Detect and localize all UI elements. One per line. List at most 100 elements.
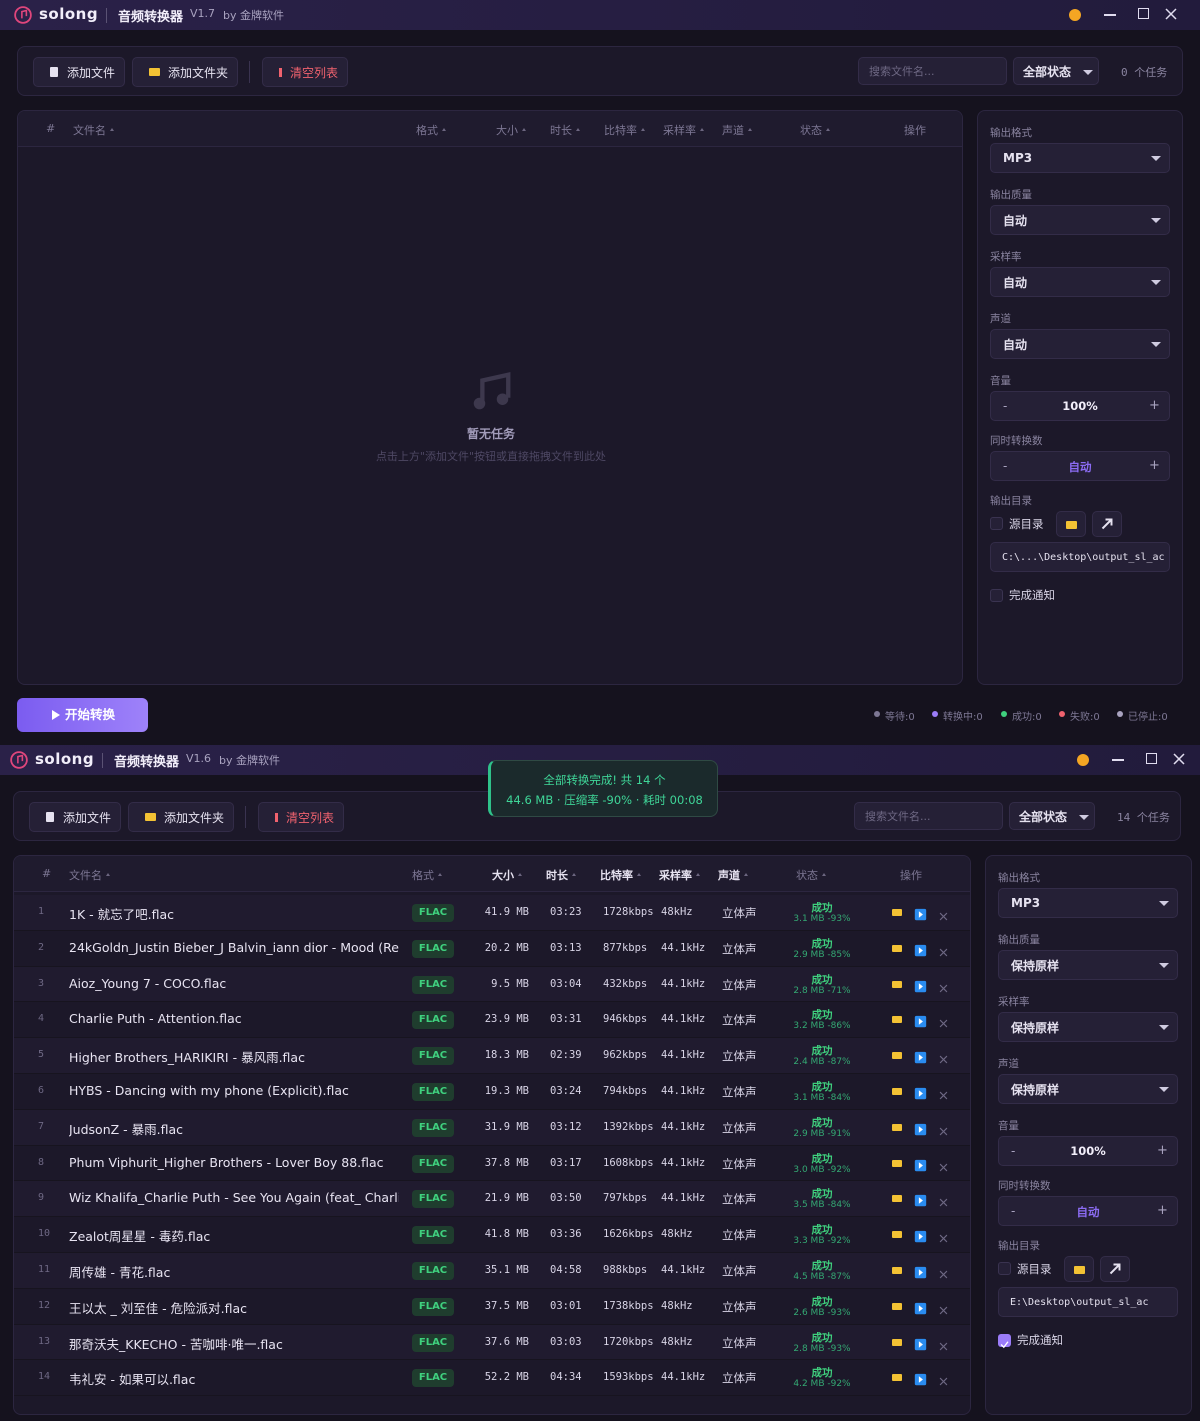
column-header[interactable]: 时长 [550,122,580,138]
open-folder-button[interactable] [892,1159,902,1167]
column-header[interactable]: 时长 [546,867,576,883]
setting-select[interactable]: 保持原样 [998,1012,1178,1042]
maximize-button[interactable] [1138,8,1149,19]
notify-checkbox[interactable] [990,589,1003,602]
table-row: 13 那奇沃夫_KKECHO - 苦咖啡·唯一.flac FLAC 37.6 MB 03… [14,1324,970,1361]
open-folder-button[interactable] [892,944,902,952]
add-file-button[interactable]: 添加文件 [29,802,121,832]
theme-toggle[interactable] [1077,754,1089,766]
column-header[interactable]: 格式 [416,122,446,138]
table-row: 14 韦礼安 - 如果可以.flac FLAC 52.2 MB 04:34 1593kbp… [14,1360,970,1397]
bitrate: 1626kbps [603,1228,654,1241]
open-folder-button[interactable] [892,1195,902,1203]
add-file-button[interactable]: 添加文件 [33,57,125,87]
plus-button[interactable]: + [1149,458,1160,473]
status-filter[interactable]: 全部状态 [1013,57,1099,85]
row-index: 6 [38,1085,45,1096]
open-folder-button[interactable] [892,1338,902,1346]
setting-select[interactable]: MP3 [998,888,1178,918]
minimize-button[interactable] [1104,14,1116,16]
search-input[interactable]: 搜索文件名... [858,57,1007,85]
clear-list-button[interactable]: 清空列表 [258,802,344,832]
clear-list-button[interactable]: 清空列表 [262,57,348,87]
source-dir-checkbox[interactable] [998,1262,1011,1275]
plus-button[interactable]: + [1157,1203,1168,1218]
open-folder-button[interactable] [892,1267,902,1274]
format-badge: FLAC [412,975,454,994]
status-text: 成功 [811,902,833,914]
status-count: 已停止:0 [1128,712,1168,723]
open-folder-button[interactable] [892,980,902,988]
column-header[interactable]: 状态 [800,122,830,138]
column-header[interactable]: 采样率 [663,122,704,138]
column-header[interactable]: 声道 [718,867,748,883]
add-folder-button[interactable]: 添加文件夹 [128,802,234,832]
setting-select[interactable]: 保持原样 [998,950,1178,980]
column-header[interactable]: 采样率 [659,867,700,883]
remove-button-svg [939,1270,948,1279]
setting-select[interactable]: 自动 [990,329,1170,359]
setting-select[interactable]: 自动 [990,267,1170,297]
sample-rate: 48kHz [661,1299,693,1312]
plus-button[interactable]: + [1149,398,1160,413]
setting-select[interactable]: 自动 [990,205,1170,235]
column-header[interactable]: 文件名 [73,122,114,138]
row-index: 1 [38,906,45,917]
open-folder-button[interactable] [892,1302,902,1310]
minus-button[interactable]: - [1003,399,1008,413]
sort-indicator [522,128,526,131]
minus-button[interactable]: - [1003,459,1008,473]
open-folder-button[interactable] [892,1016,902,1024]
dropdown-arrow [1151,280,1161,285]
open-folder-button[interactable] [892,1374,902,1382]
output-path[interactable]: E:\Desktop\output_sl_ac [998,1287,1178,1317]
start-button[interactable]: 开始转换 [17,698,148,732]
toast: 全部转换完成! 共 14 个 44.6 MB · 压缩率 -90% · 耗时 00… [488,760,718,817]
file-size: 23.9 MB [484,1013,529,1026]
bitrate: 1608kbps [603,1156,654,1169]
open-folder-button[interactable] [892,1123,902,1131]
app-window: solong 音频转换器 V1.6 by 金牌软件 添加文件 添加文件夹 清空列表 搜索文件名… [0,745,1200,1421]
close-button [1171,751,1187,767]
minimize-button[interactable] [1112,759,1124,761]
search-input[interactable]: 搜索文件名... [854,802,1003,830]
open-folder-button[interactable] [892,909,902,916]
minus-button[interactable]: - [1011,1204,1016,1218]
setting-select[interactable]: 保持原样 [998,1074,1178,1104]
column-header[interactable]: 大小 [496,122,526,138]
sort-indicator [826,128,830,131]
setting-select[interactable]: MP3 [990,143,1170,173]
open-folder-button[interactable] [892,1088,902,1095]
source-dir-checkbox[interactable] [990,517,1003,530]
duration: 03:23 [550,906,582,918]
format-badge: FLAC [412,904,454,922]
minus-button[interactable]: - [1011,1144,1016,1158]
browse-folder-button[interactable] [1056,511,1086,537]
open-folder-button[interactable] [892,1231,902,1239]
play-button-svg [914,1159,927,1171]
output-path[interactable]: C:\...\Desktop\output_sl_ac [990,542,1170,572]
plus-button[interactable]: + [1157,1143,1168,1158]
app-logo-svg [10,751,28,769]
status-filter[interactable]: 全部状态 [1009,802,1095,830]
column-header[interactable]: 格式 [412,867,442,883]
play-button [914,1228,927,1243]
status-text: 成功 [811,1081,833,1093]
column-header[interactable]: 比特率 [604,122,645,138]
play-button [914,942,927,956]
column-header[interactable]: 声道 [722,122,752,138]
add-folder-button[interactable]: 添加文件夹 [132,57,238,87]
browse-folder-button[interactable] [1064,1256,1094,1282]
notify-checkbox[interactable] [998,1334,1011,1349]
column-header[interactable]: 状态 [796,867,826,883]
theme-toggle[interactable] [1069,9,1081,21]
column-header[interactable]: 文件名 [69,867,110,883]
bitrate: 794kbps [603,1085,648,1097]
open-dir-button-svg [1101,518,1113,530]
column-header[interactable]: 大小 [492,867,522,883]
open-folder-button[interactable] [892,1052,902,1060]
maximize-button[interactable] [1146,753,1157,764]
column-header[interactable]: 比特率 [600,867,641,883]
status-result: 2.6 MB -93% [793,1307,851,1318]
row-index: 12 [38,1299,51,1311]
